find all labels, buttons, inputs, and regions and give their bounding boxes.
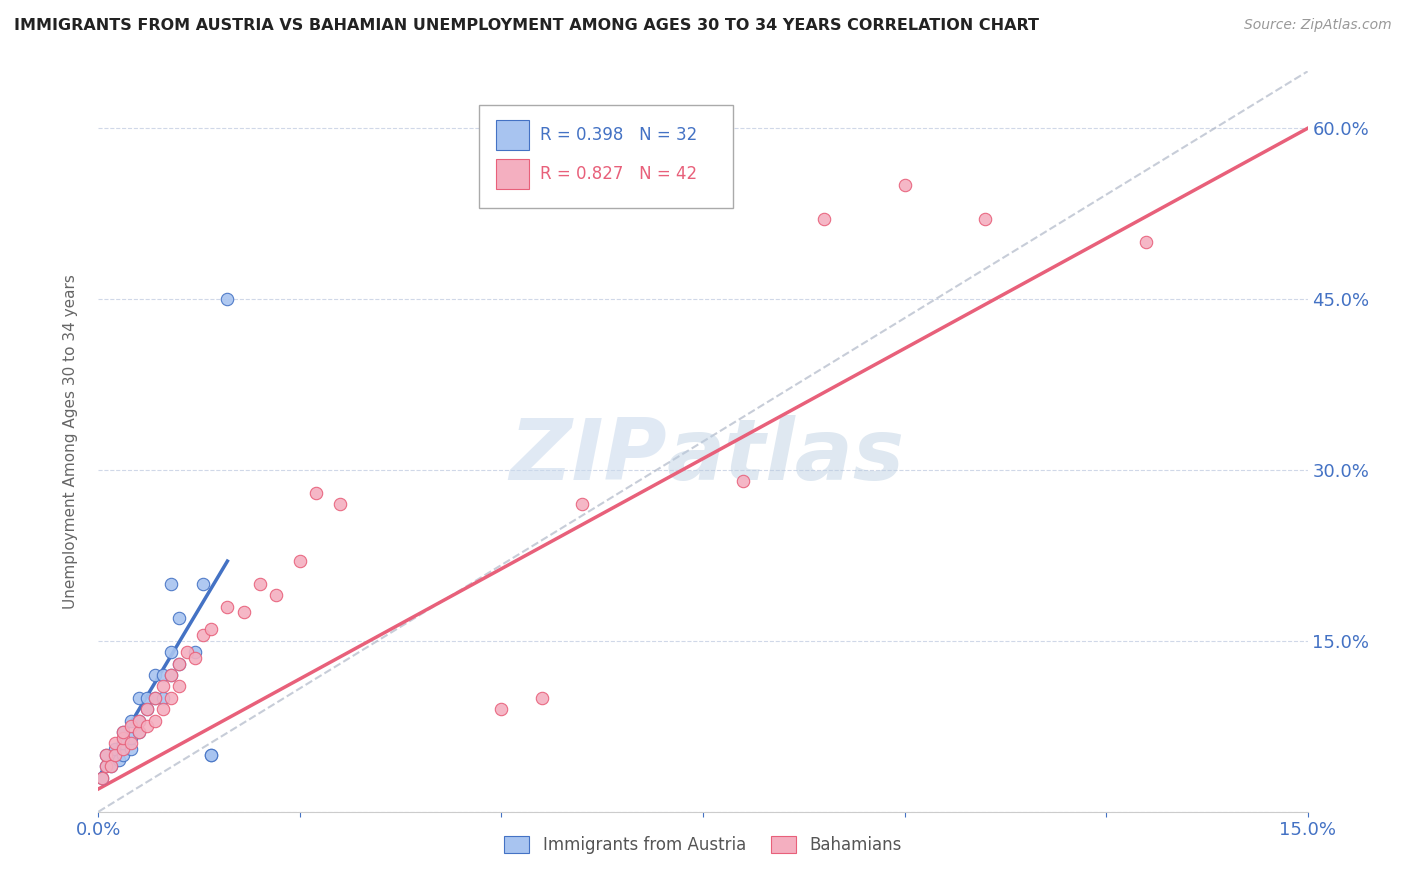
Point	[160, 668, 183, 682]
Point	[305, 485, 328, 500]
Text: IMMIGRANTS FROM AUSTRIA VS BAHAMIAN UNEMPLOYMENT AMONG AGES 30 TO 34 YEARS CORRE: IMMIGRANTS FROM AUSTRIA VS BAHAMIAN UNEM…	[14, 18, 1039, 33]
FancyBboxPatch shape	[496, 120, 529, 150]
Point	[193, 577, 215, 591]
Point	[96, 747, 118, 762]
Point	[974, 212, 997, 227]
Point	[288, 554, 311, 568]
Point	[167, 657, 190, 671]
Text: Source: ZipAtlas.com: Source: ZipAtlas.com	[1244, 18, 1392, 32]
Point	[96, 747, 118, 762]
Text: R = 0.398   N = 32: R = 0.398 N = 32	[540, 126, 697, 144]
Point	[329, 497, 352, 511]
Point	[152, 668, 174, 682]
Point	[893, 178, 915, 193]
Point	[120, 719, 142, 733]
Point	[200, 747, 222, 762]
Point	[103, 742, 125, 756]
Point	[232, 606, 254, 620]
Text: atlas: atlas	[666, 415, 905, 498]
Point	[143, 690, 166, 705]
Point	[111, 731, 134, 745]
Point	[111, 725, 134, 739]
Point	[249, 577, 271, 591]
Point	[160, 668, 183, 682]
Point	[813, 212, 835, 227]
Point	[530, 690, 553, 705]
Point	[135, 702, 157, 716]
Point	[120, 714, 142, 728]
Point	[111, 725, 134, 739]
Point	[152, 680, 174, 694]
Point	[100, 759, 122, 773]
Point	[193, 628, 215, 642]
Point	[107, 754, 129, 768]
Point	[128, 725, 150, 739]
Point	[135, 690, 157, 705]
Point	[128, 725, 150, 739]
Point	[111, 742, 134, 756]
Point	[135, 719, 157, 733]
Point	[160, 645, 183, 659]
Point	[96, 759, 118, 773]
Point	[143, 690, 166, 705]
Point	[103, 747, 125, 762]
Point	[217, 599, 239, 614]
Legend: Immigrants from Austria, Bahamians: Immigrants from Austria, Bahamians	[496, 828, 910, 863]
FancyBboxPatch shape	[496, 160, 529, 189]
Text: R = 0.827   N = 42: R = 0.827 N = 42	[540, 165, 697, 183]
Point	[160, 690, 183, 705]
Point	[120, 731, 142, 745]
Point	[200, 623, 222, 637]
Point	[96, 759, 118, 773]
Point	[176, 645, 198, 659]
Point	[135, 702, 157, 716]
Point	[120, 736, 142, 750]
Point	[160, 577, 183, 591]
Y-axis label: Unemployment Among Ages 30 to 34 years: Unemployment Among Ages 30 to 34 years	[63, 274, 77, 609]
Point	[103, 747, 125, 762]
Point	[491, 702, 513, 716]
Point	[200, 747, 222, 762]
Point	[91, 771, 114, 785]
Point	[184, 645, 207, 659]
Point	[167, 611, 190, 625]
Point	[184, 651, 207, 665]
Point	[167, 680, 190, 694]
Point	[152, 702, 174, 716]
Point	[217, 292, 239, 306]
Point	[1135, 235, 1157, 250]
FancyBboxPatch shape	[479, 104, 734, 209]
Point	[152, 690, 174, 705]
Text: ZIP: ZIP	[509, 415, 666, 498]
Point	[167, 657, 190, 671]
Point	[128, 690, 150, 705]
Point	[103, 736, 125, 750]
Point	[120, 742, 142, 756]
Point	[143, 714, 166, 728]
Point	[128, 714, 150, 728]
Point	[128, 714, 150, 728]
Point	[91, 771, 114, 785]
Point	[571, 497, 593, 511]
Point	[111, 747, 134, 762]
Point	[111, 736, 134, 750]
Point	[733, 475, 755, 489]
Point	[143, 668, 166, 682]
Point	[100, 759, 122, 773]
Point	[264, 588, 287, 602]
